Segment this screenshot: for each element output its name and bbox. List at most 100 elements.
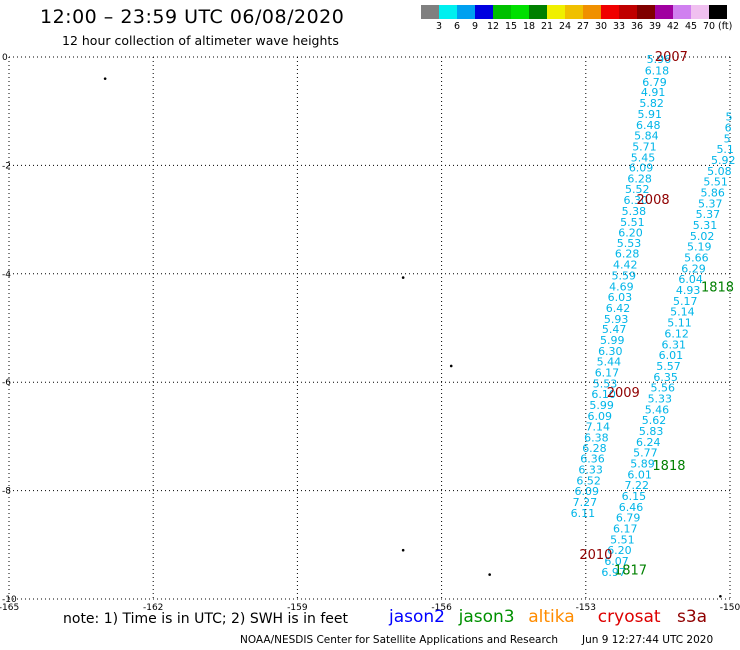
wave-height-label: 5.37: [696, 208, 721, 221]
wave-height-label: 6.20: [618, 227, 643, 240]
wave-height-label: 5: [724, 132, 731, 145]
wave-height-label: 5.44: [597, 356, 622, 369]
wave-height-label: 5.46: [645, 403, 670, 416]
wave-height-label: 6.17: [613, 523, 638, 536]
wave-height-label: 6.17: [595, 366, 620, 379]
color-scale-swatch: [655, 5, 673, 19]
color-scale-swatch: [511, 5, 529, 19]
wave-height-label: 5.77: [633, 447, 658, 460]
wave-height-label: 6.09: [587, 410, 612, 423]
color-scale-swatch: [457, 5, 475, 19]
wave-height-label: 6.28: [615, 248, 640, 261]
wave-height-label: 6.52: [576, 474, 601, 487]
legend-entry-altika: altika: [528, 607, 575, 627]
y-tick-label: -4: [2, 270, 11, 280]
wave-height-label: 5.99: [589, 399, 614, 412]
color-scale-swatch: [691, 5, 709, 19]
wave-height-label: 5.92: [711, 154, 736, 167]
color-scale-label: 9: [471, 21, 479, 32]
color-scale-units: (ft): [718, 21, 733, 32]
wave-height-label: 5.86: [700, 187, 725, 200]
color-scale-swatch: [493, 5, 511, 19]
color-scale-label: 3: [435, 21, 443, 32]
wave-height-label: 4.91: [641, 86, 666, 99]
wave-height-label: 6.48: [636, 119, 661, 132]
wave-height-label: 5.1: [716, 143, 734, 156]
island-mark: [719, 594, 722, 598]
wave-height-label: 5.51: [610, 533, 635, 546]
wave-height-label: 5.02: [690, 230, 715, 243]
color-scale-swatch: [475, 5, 493, 19]
wave-height-label: 5.59: [612, 269, 637, 282]
x-tick-label: -162: [143, 603, 163, 613]
wave-height-label: 6.79: [616, 512, 641, 525]
wave-height-label: 5.45: [631, 151, 656, 164]
color-scale-label: 33: [612, 21, 626, 32]
pass-time-label: 2010: [579, 548, 612, 563]
wave-height-label: 6.30: [598, 345, 623, 358]
wave-height-label: 5.52: [625, 183, 650, 196]
color-scale-swatch: [547, 5, 565, 19]
wave-height-label: 6.38: [584, 431, 609, 444]
wave-height-label: 6.09: [629, 162, 654, 175]
legend-entry-s3a: s3a: [677, 607, 708, 627]
wave-height-label: 5.11: [667, 317, 692, 330]
wave-height-label: 5.56: [650, 382, 675, 395]
island-mark: [488, 573, 491, 576]
page-title: 12:00 – 23:59 UTC 06/08/2020: [40, 6, 345, 28]
color-scale-swatch: [529, 5, 547, 19]
color-scale-swatch: [709, 5, 727, 19]
wave-height-label: 5.37: [698, 197, 723, 210]
x-tick-label: -156: [431, 603, 452, 613]
wave-height-label: 5.71: [632, 140, 657, 153]
y-tick-label: -6: [2, 378, 11, 388]
generation-timestamp: Jun 9 12:27:44 UTC 2020: [582, 634, 714, 646]
island-mark: [401, 548, 405, 552]
page-subtitle: 12 hour collection of altimeter wave hei…: [62, 33, 339, 48]
color-scale-swatch: [619, 5, 637, 19]
wave-height-label: 6.18: [645, 65, 670, 78]
wave-height-label: 5.57: [656, 360, 681, 373]
wave-height-label: 5.66: [684, 252, 709, 265]
pass-time-label: 2008: [637, 193, 670, 208]
wave-height-label: 4.42: [613, 259, 638, 272]
wave-height-label: 6.09: [575, 485, 600, 498]
pass-time-label: 1818: [701, 280, 734, 295]
wave-height-label: 4.69: [609, 280, 634, 293]
color-scale-swatch: [439, 5, 457, 19]
wave-height-label: 5.99: [600, 334, 625, 347]
wave-height-label: 7.14: [586, 421, 611, 434]
wave-height-label: 6: [725, 121, 732, 134]
island-mark: [103, 77, 107, 80]
wave-height-label: 5.82: [639, 97, 664, 110]
color-scale-swatch: [637, 5, 655, 19]
color-scale-label: 24: [558, 21, 572, 32]
wave-height-label: 6.28: [582, 442, 607, 455]
pass-time-label: 2009: [607, 386, 640, 401]
wave-height-label: 5.51: [620, 216, 645, 229]
x-tick-label: -165: [0, 603, 19, 613]
wave-height-label: 6.24: [636, 436, 661, 449]
wave-height-label: 5: [726, 111, 733, 124]
color-scale-label: 45: [684, 21, 698, 32]
color-scale-label: 70: [702, 21, 716, 32]
color-scale-label: 27: [576, 21, 590, 32]
color-scale-label: 18: [522, 21, 536, 32]
wave-height-label: 6.28: [627, 172, 652, 185]
x-tick-label: -159: [287, 603, 308, 613]
color-scale-swatch: [673, 5, 691, 19]
wave-height-label: 6.29: [681, 262, 706, 275]
pass-time-label: 1818: [652, 459, 685, 474]
wave-height-label: 6.15: [622, 490, 647, 503]
island-mark: [401, 276, 405, 279]
wave-height-label: 5.53: [617, 237, 642, 250]
wave-height-label: 5.62: [642, 414, 667, 427]
wave-height-label: 6.30: [624, 194, 649, 207]
wave-height-label: 5.51: [703, 176, 728, 189]
wave-height-label: 6.42: [606, 302, 631, 315]
x-tick-label: -150: [720, 603, 740, 613]
pass-time-label: 1817: [614, 564, 647, 579]
wave-height-label: 5.31: [693, 219, 718, 232]
wave-height-label: 5.91: [637, 108, 662, 121]
